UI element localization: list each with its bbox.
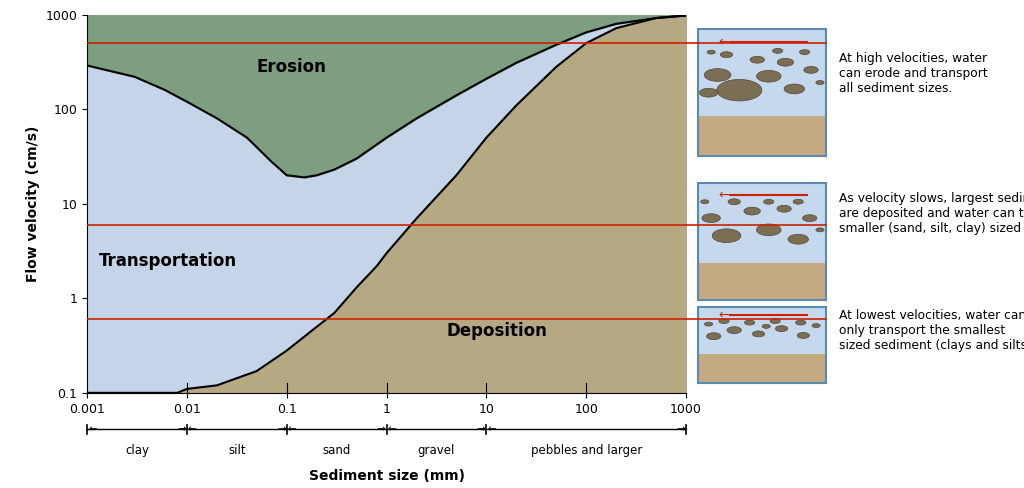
Y-axis label: Flow velocity (cm/s): Flow velocity (cm/s) [26,125,40,282]
Text: gravel: gravel [418,444,455,457]
Text: As velocity slows, largest sediments
are deposited and water can transport
small: As velocity slows, largest sediments are… [839,192,1024,235]
Text: Sediment size (mm): Sediment size (mm) [308,469,465,483]
Text: Transportation: Transportation [98,252,237,270]
Text: ←: ← [88,425,97,434]
Text: pebbles and larger: pebbles and larger [530,444,642,457]
Text: ←: ← [719,188,729,201]
Text: ←: ← [487,425,497,434]
Text: At high velocities, water
can erode and transport
all sediment sizes.: At high velocities, water can erode and … [839,52,987,95]
Text: ←: ← [288,425,297,434]
Text: silt: silt [228,444,246,457]
Text: clay: clay [125,444,148,457]
Text: Erosion: Erosion [257,58,327,76]
Text: →: → [676,425,685,434]
Text: ←: ← [719,308,729,322]
Text: sand: sand [323,444,351,457]
Text: ←: ← [719,36,729,48]
Text: ←: ← [387,425,396,434]
Text: →: → [177,425,186,434]
Text: Deposition: Deposition [446,322,548,340]
Text: →: → [276,425,286,434]
Text: ←: ← [188,425,197,434]
Text: →: → [377,425,385,434]
Text: →: → [476,425,485,434]
Text: At lowest velocities, water can
only transport the smallest
sized sediment (clay: At lowest velocities, water can only tra… [839,309,1024,352]
